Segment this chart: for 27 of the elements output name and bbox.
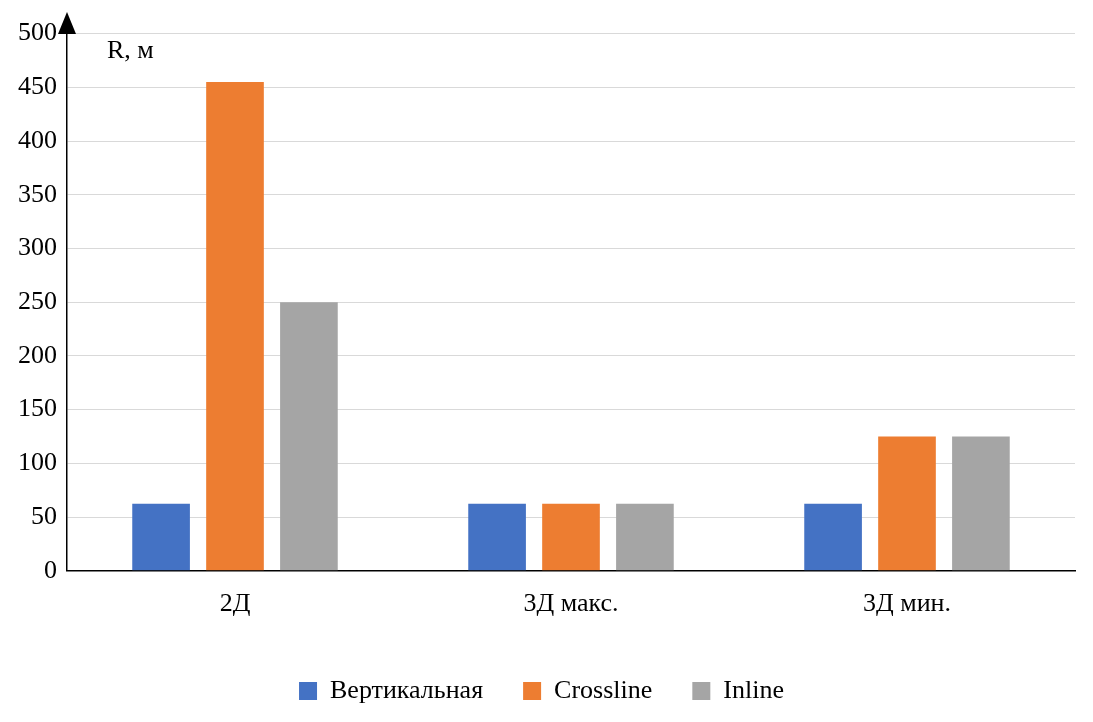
bar <box>468 503 526 571</box>
legend-label: Inline <box>723 674 784 704</box>
y-tick-label: 300 <box>18 232 57 262</box>
bar <box>206 81 264 571</box>
y-tick-label: 250 <box>18 286 57 316</box>
bar <box>878 436 936 571</box>
x-tick-label: 2Д <box>219 588 251 618</box>
bar <box>542 503 600 571</box>
y-axis-title: R, м <box>107 35 154 65</box>
y-tick-label: 450 <box>18 71 57 101</box>
y-tick-label: 100 <box>18 447 57 477</box>
y-tick-label: 0 <box>44 554 57 584</box>
x-tick-label: 3Д мин. <box>862 588 952 618</box>
x-tick-label: 3Д макс. <box>523 588 619 618</box>
legend-label: Вертикальная <box>330 674 484 704</box>
bar <box>280 302 338 571</box>
y-tick-label: 150 <box>18 393 57 423</box>
y-tick-label: 50 <box>31 500 57 530</box>
bar <box>616 503 674 571</box>
bar <box>132 503 190 571</box>
bar <box>952 436 1010 571</box>
y-tick-label: 500 <box>18 17 57 47</box>
y-tick-label: 400 <box>18 124 57 154</box>
y-tick-label: 200 <box>18 339 57 369</box>
bar <box>804 503 862 571</box>
y-tick-label: 350 <box>18 178 57 208</box>
legend-label: Crossline <box>554 674 653 704</box>
